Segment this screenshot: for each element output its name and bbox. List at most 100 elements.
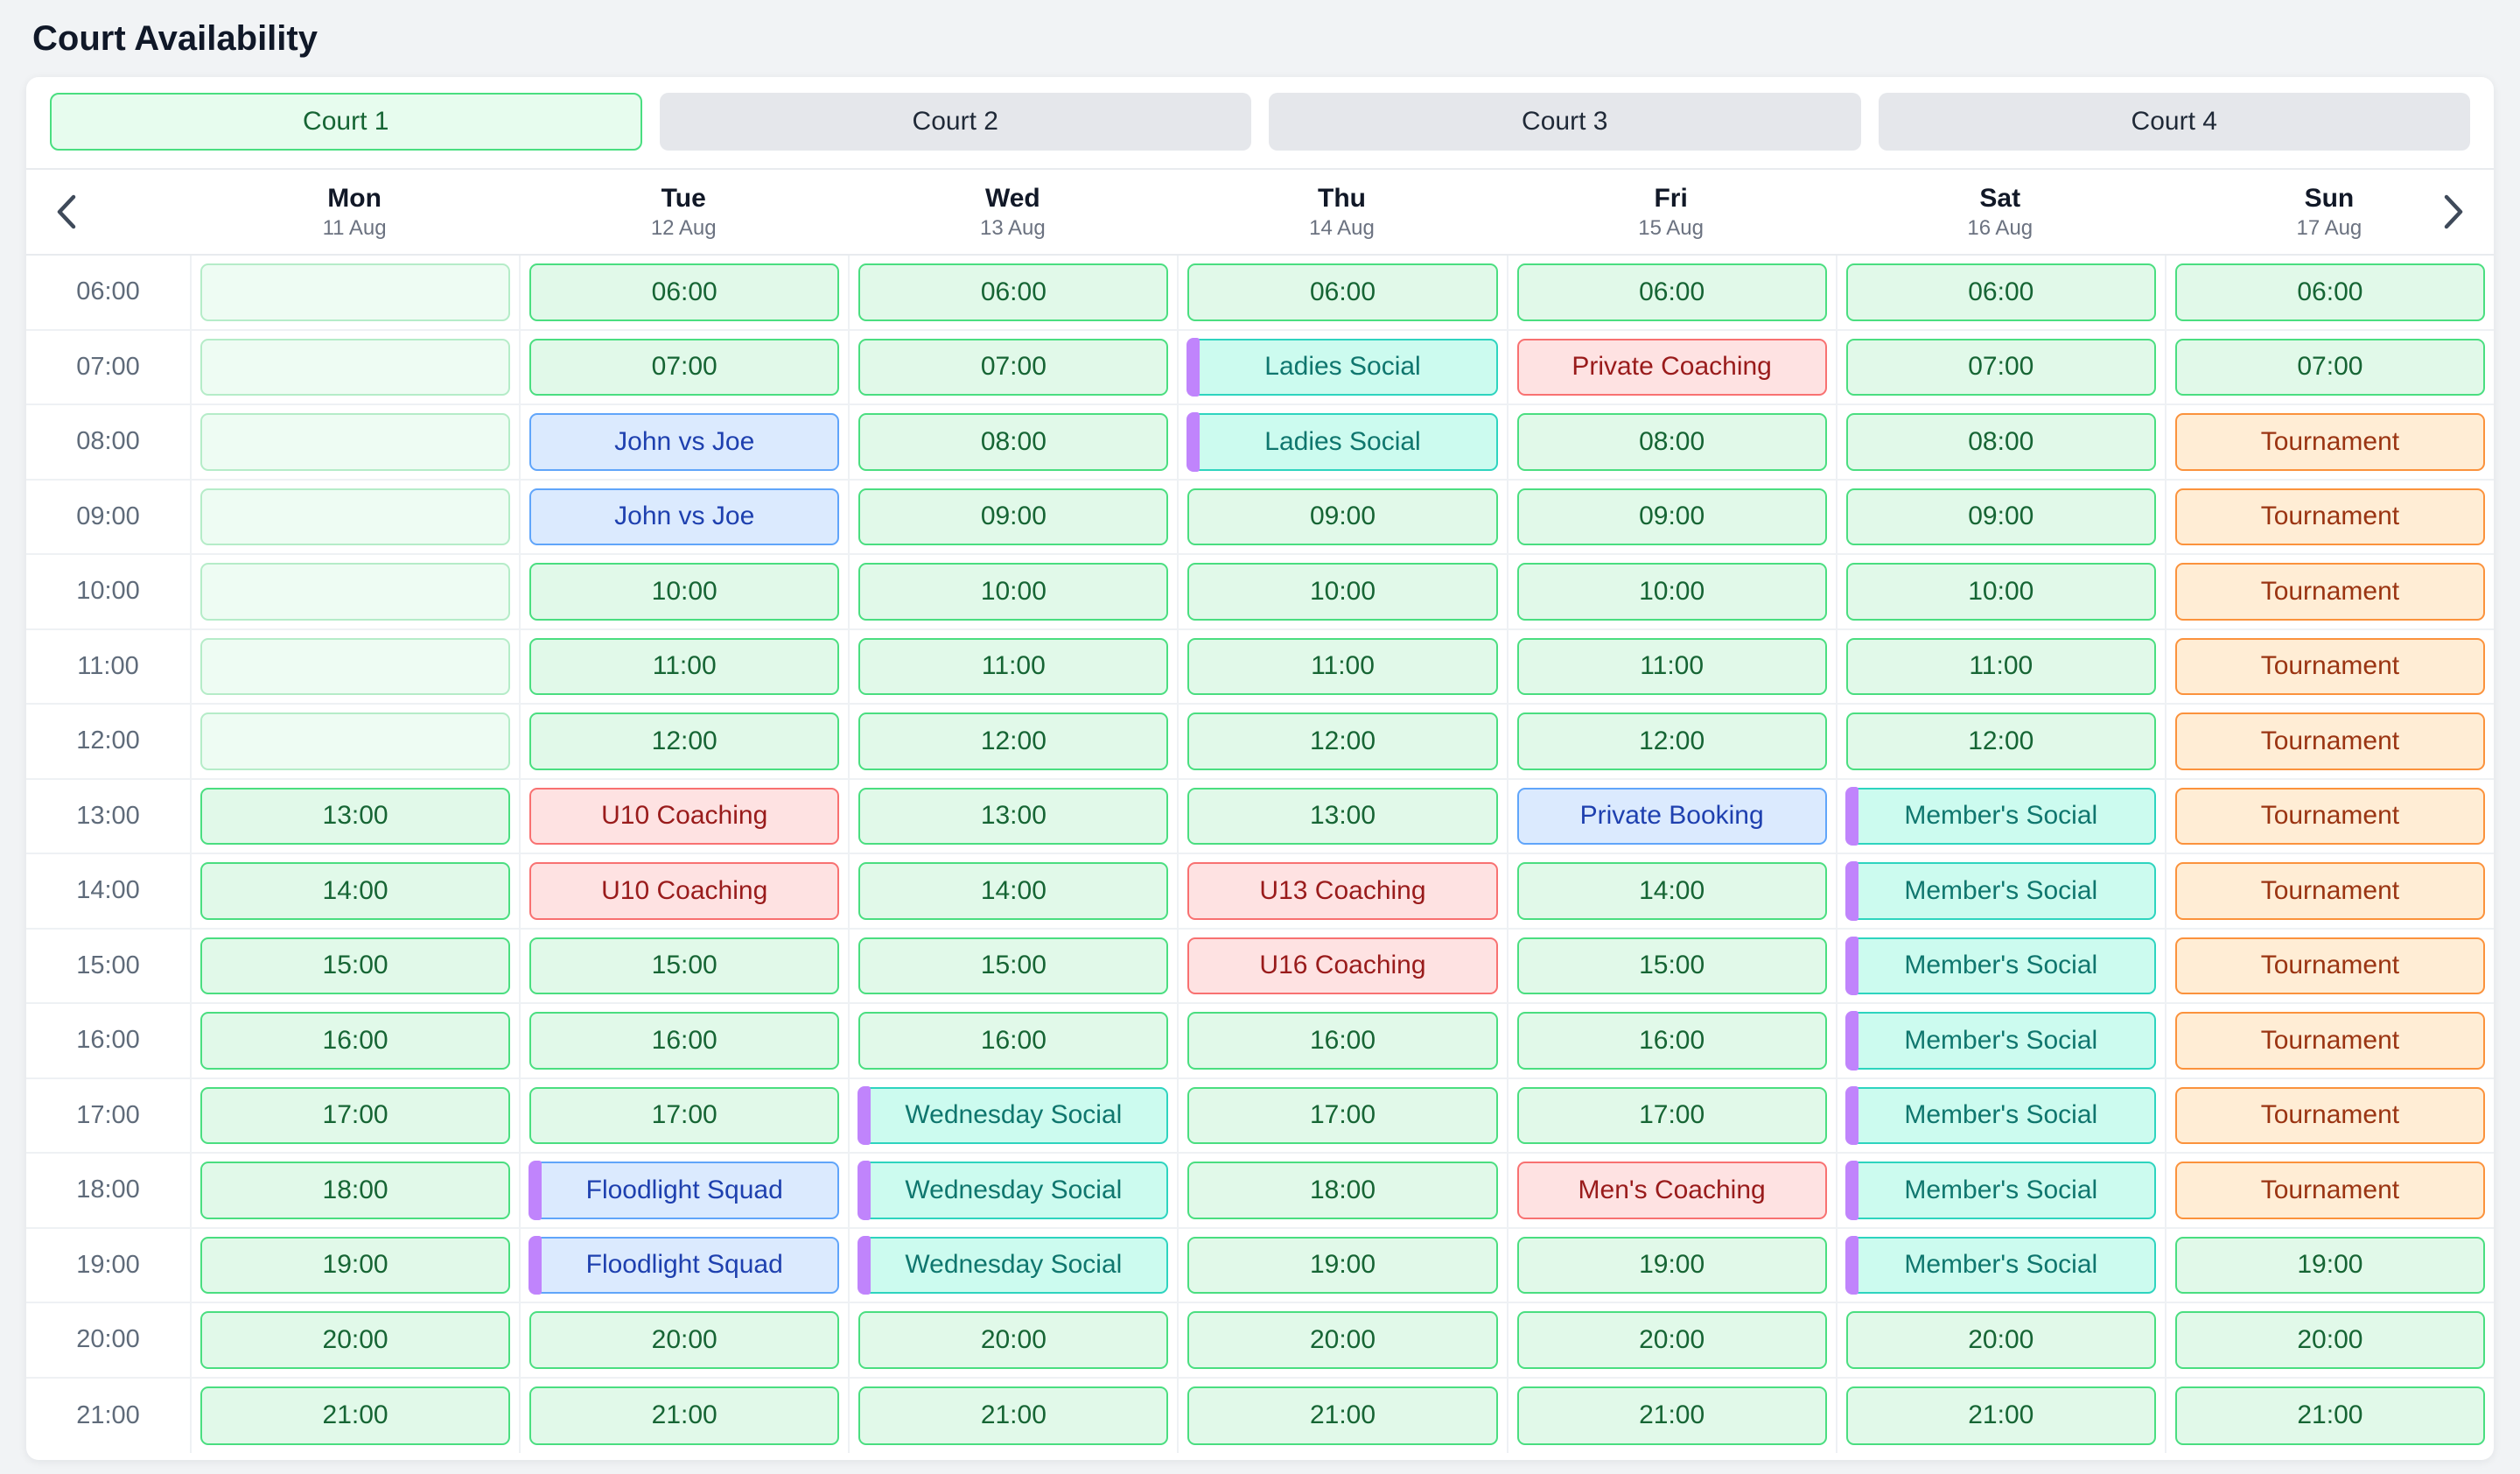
slot-fri-1800[interactable]: Men's Coaching xyxy=(1516,1162,1827,1219)
slot-sat-1300[interactable]: Member's Social xyxy=(1844,786,2156,846)
slot-mon-1500[interactable]: 15:00 xyxy=(200,937,511,994)
slot-sat-0700[interactable]: 07:00 xyxy=(1845,338,2156,396)
slot-sat-1200[interactable]: 12:00 xyxy=(1845,712,2156,770)
slot-fri-1100[interactable]: 11:00 xyxy=(1516,637,1827,695)
slot-sun-2100[interactable]: 21:00 xyxy=(2174,1386,2485,1445)
slot-thu-1000[interactable]: 10:00 xyxy=(1187,563,1498,621)
slot-wed-0900[interactable]: 09:00 xyxy=(858,488,1169,545)
slot-sun-1600[interactable]: Tournament xyxy=(2174,1012,2485,1070)
slot-sun-1400[interactable]: Tournament xyxy=(2174,862,2485,920)
slot-sun-1000[interactable]: Tournament xyxy=(2174,563,2485,621)
slot-fri-0800[interactable]: 08:00 xyxy=(1516,413,1827,471)
slot-tue-1100[interactable]: 11:00 xyxy=(529,637,840,695)
slot-thu-1700[interactable]: 17:00 xyxy=(1187,1086,1498,1144)
slot-sun-1100[interactable]: Tournament xyxy=(2174,637,2485,695)
prev-week-button[interactable] xyxy=(38,170,94,254)
slot-sat-1500[interactable]: Member's Social xyxy=(1844,936,2156,995)
slot-mon-1800[interactable]: 18:00 xyxy=(200,1162,511,1219)
slot-wed-1600[interactable]: 16:00 xyxy=(858,1012,1169,1070)
tab-court-2[interactable]: Court 2 xyxy=(659,93,1251,151)
slot-tue-1700[interactable]: 17:00 xyxy=(529,1086,840,1144)
slot-sat-1100[interactable]: 11:00 xyxy=(1845,637,2156,695)
slot-sat-2000[interactable]: 20:00 xyxy=(1845,1311,2156,1369)
slot-sun-0600[interactable]: 06:00 xyxy=(2174,263,2485,321)
tab-court-1[interactable]: Court 1 xyxy=(50,93,642,151)
slot-sat-2100[interactable]: 21:00 xyxy=(1845,1386,2156,1445)
slot-fri-2000[interactable]: 20:00 xyxy=(1516,1311,1827,1369)
slot-mon-1300[interactable]: 13:00 xyxy=(200,787,511,845)
slot-sun-0800[interactable]: Tournament xyxy=(2174,413,2485,471)
slot-wed-1800[interactable]: Wednesday Social xyxy=(858,1161,1169,1220)
slot-tue-1500[interactable]: 15:00 xyxy=(529,937,840,994)
slot-fri-1000[interactable]: 10:00 xyxy=(1516,563,1827,621)
slot-wed-1300[interactable]: 13:00 xyxy=(858,787,1169,845)
slot-mon-1700[interactable]: 17:00 xyxy=(200,1086,511,1144)
slot-thu-1500[interactable]: U16 Coaching xyxy=(1187,937,1498,994)
slot-sun-1800[interactable]: Tournament xyxy=(2174,1162,2485,1219)
slot-wed-1000[interactable]: 10:00 xyxy=(858,563,1169,621)
slot-tue-1000[interactable]: 10:00 xyxy=(529,563,840,621)
slot-mon-2100[interactable]: 21:00 xyxy=(200,1386,511,1445)
slot-tue-1900[interactable]: Floodlight Squad xyxy=(528,1235,840,1295)
slot-fri-0600[interactable]: 06:00 xyxy=(1516,263,1827,321)
slot-wed-1200[interactable]: 12:00 xyxy=(858,712,1169,770)
slot-tue-1800[interactable]: Floodlight Squad xyxy=(528,1161,840,1220)
slot-tue-2100[interactable]: 21:00 xyxy=(529,1386,840,1445)
slot-thu-1100[interactable]: 11:00 xyxy=(1187,637,1498,695)
slot-wed-0700[interactable]: 07:00 xyxy=(858,338,1169,396)
slot-tue-0600[interactable]: 06:00 xyxy=(529,263,840,321)
slot-wed-2100[interactable]: 21:00 xyxy=(858,1386,1169,1445)
slot-wed-1400[interactable]: 14:00 xyxy=(858,862,1169,920)
slot-sun-1700[interactable]: Tournament xyxy=(2174,1086,2485,1144)
slot-tue-0900[interactable]: John vs Joe xyxy=(529,488,840,545)
slot-sun-0900[interactable]: Tournament xyxy=(2174,488,2485,545)
slot-wed-1700[interactable]: Wednesday Social xyxy=(858,1085,1169,1145)
slot-sat-1700[interactable]: Member's Social xyxy=(1844,1085,2156,1145)
slot-thu-0600[interactable]: 06:00 xyxy=(1187,263,1498,321)
slot-sat-1800[interactable]: Member's Social xyxy=(1844,1161,2156,1220)
slot-sun-1200[interactable]: Tournament xyxy=(2174,712,2485,770)
slot-tue-1200[interactable]: 12:00 xyxy=(529,712,840,770)
slot-mon-1400[interactable]: 14:00 xyxy=(200,862,511,920)
slot-fri-2100[interactable]: 21:00 xyxy=(1516,1386,1827,1445)
slot-mon-1600[interactable]: 16:00 xyxy=(200,1012,511,1070)
tab-court-4[interactable]: Court 4 xyxy=(1878,93,2470,151)
slot-thu-1400[interactable]: U13 Coaching xyxy=(1187,862,1498,920)
slot-sun-0700[interactable]: 07:00 xyxy=(2174,338,2485,396)
slot-thu-1800[interactable]: 18:00 xyxy=(1187,1162,1498,1219)
slot-sat-1400[interactable]: Member's Social xyxy=(1844,861,2156,921)
tab-court-3[interactable]: Court 3 xyxy=(1269,93,1861,151)
slot-sat-1000[interactable]: 10:00 xyxy=(1845,563,2156,621)
slot-fri-1900[interactable]: 19:00 xyxy=(1516,1236,1827,1294)
slot-thu-2000[interactable]: 20:00 xyxy=(1187,1311,1498,1369)
slot-thu-0800[interactable]: Ladies Social xyxy=(1186,412,1498,472)
next-week-button[interactable] xyxy=(2426,170,2482,254)
slot-sat-1600[interactable]: Member's Social xyxy=(1844,1011,2156,1070)
slot-fri-0900[interactable]: 09:00 xyxy=(1516,488,1827,545)
slot-tue-0800[interactable]: John vs Joe xyxy=(529,413,840,471)
slot-thu-2100[interactable]: 21:00 xyxy=(1187,1386,1498,1445)
slot-thu-1300[interactable]: 13:00 xyxy=(1187,787,1498,845)
slot-wed-0800[interactable]: 08:00 xyxy=(858,413,1169,471)
slot-wed-1100[interactable]: 11:00 xyxy=(858,637,1169,695)
slot-sun-2000[interactable]: 20:00 xyxy=(2174,1311,2485,1369)
slot-fri-0700[interactable]: Private Coaching xyxy=(1516,338,1827,396)
slot-sun-1300[interactable]: Tournament xyxy=(2174,787,2485,845)
slot-thu-1600[interactable]: 16:00 xyxy=(1187,1012,1498,1070)
slot-thu-1200[interactable]: 12:00 xyxy=(1187,712,1498,770)
slot-fri-1500[interactable]: 15:00 xyxy=(1516,937,1827,994)
slot-fri-1600[interactable]: 16:00 xyxy=(1516,1012,1827,1070)
slot-tue-1300[interactable]: U10 Coaching xyxy=(529,787,840,845)
slot-fri-1700[interactable]: 17:00 xyxy=(1516,1086,1827,1144)
slot-mon-2000[interactable]: 20:00 xyxy=(200,1311,511,1369)
slot-fri-1300[interactable]: Private Booking xyxy=(1516,787,1827,845)
slot-wed-0600[interactable]: 06:00 xyxy=(858,263,1169,321)
slot-tue-1400[interactable]: U10 Coaching xyxy=(529,862,840,920)
slot-sat-1900[interactable]: Member's Social xyxy=(1844,1235,2156,1295)
slot-sun-1500[interactable]: Tournament xyxy=(2174,937,2485,994)
slot-wed-2000[interactable]: 20:00 xyxy=(858,1311,1169,1369)
slot-sat-0800[interactable]: 08:00 xyxy=(1845,413,2156,471)
slot-tue-0700[interactable]: 07:00 xyxy=(529,338,840,396)
slot-thu-0900[interactable]: 09:00 xyxy=(1187,488,1498,545)
slot-wed-1900[interactable]: Wednesday Social xyxy=(858,1235,1169,1295)
